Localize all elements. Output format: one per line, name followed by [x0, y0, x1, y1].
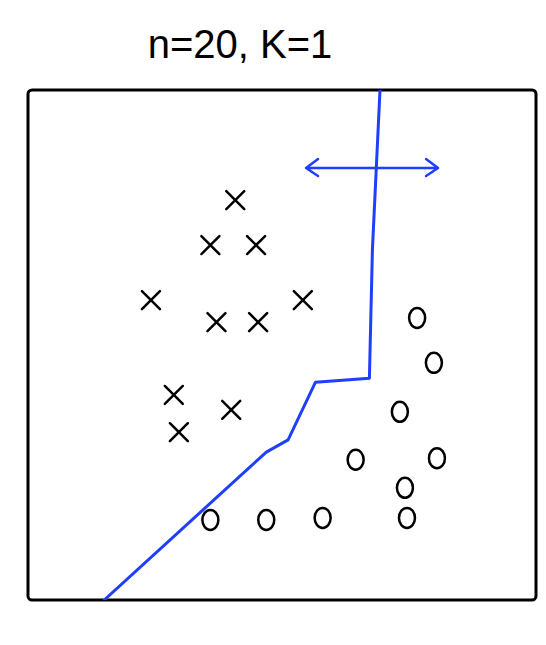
arrow	[306, 159, 438, 176]
point-o	[426, 353, 442, 373]
point-x	[142, 291, 160, 309]
point-o	[399, 508, 415, 528]
point-o	[397, 478, 413, 498]
point-x	[226, 191, 244, 209]
point-x	[294, 291, 312, 309]
point-o	[409, 308, 425, 328]
point-o	[348, 450, 364, 470]
title: n=20, K=1	[148, 22, 333, 66]
point-x	[165, 386, 183, 404]
decision-boundary	[104, 90, 380, 600]
point-x	[249, 313, 267, 331]
point-x	[170, 423, 188, 441]
point-x	[247, 236, 265, 254]
point-o	[202, 510, 218, 530]
point-x	[201, 236, 219, 254]
point-x	[207, 313, 225, 331]
point-o	[392, 402, 408, 422]
point-o	[315, 508, 331, 528]
diagram: n=20, K=1	[0, 0, 546, 645]
point-o	[258, 510, 274, 530]
point-o	[429, 448, 445, 468]
marks	[104, 90, 445, 600]
point-x	[222, 401, 240, 419]
plot-frame	[28, 90, 536, 600]
